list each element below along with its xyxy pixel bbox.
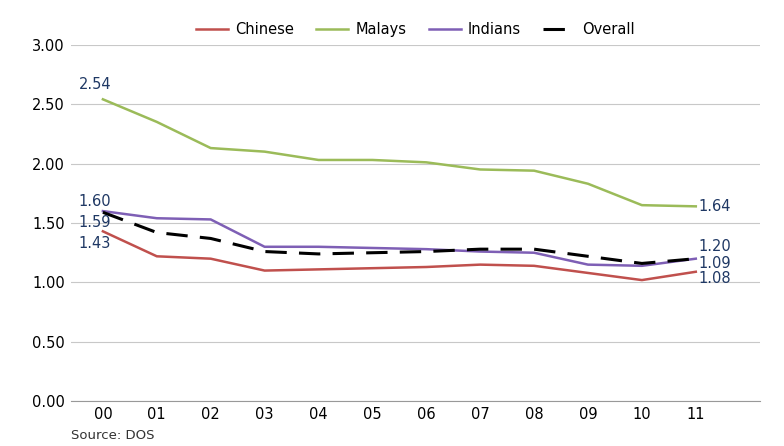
Text: 1.64: 1.64 xyxy=(699,199,731,214)
Text: 1.20: 1.20 xyxy=(699,239,731,254)
Text: 2.54: 2.54 xyxy=(78,77,111,92)
Legend: Chinese, Malays, Indians, Overall: Chinese, Malays, Indians, Overall xyxy=(191,16,641,43)
Text: 1.08: 1.08 xyxy=(699,271,731,285)
Text: Source: DOS: Source: DOS xyxy=(71,429,154,442)
Text: 1.09: 1.09 xyxy=(699,256,731,271)
Text: 1.43: 1.43 xyxy=(78,236,111,251)
Text: 1.59: 1.59 xyxy=(78,215,111,230)
Text: 1.60: 1.60 xyxy=(78,194,111,209)
